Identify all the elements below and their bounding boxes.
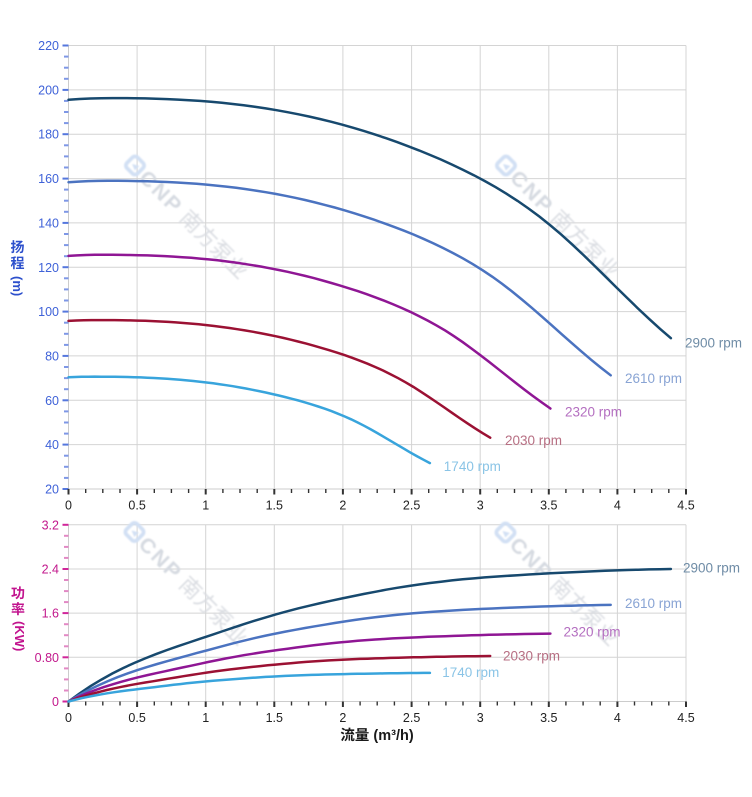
svg-text:2900 rpm: 2900 rpm — [685, 335, 742, 350]
svg-text:1740 rpm: 1740 rpm — [444, 459, 501, 474]
svg-text:0: 0 — [65, 499, 72, 513]
svg-text:2.5: 2.5 — [403, 499, 420, 513]
svg-text:2320 rpm: 2320 rpm — [565, 404, 622, 419]
svg-text:1.6: 1.6 — [42, 607, 59, 621]
svg-text:3.5: 3.5 — [540, 499, 557, 513]
svg-text:CNP: CNP — [134, 532, 187, 585]
svg-text:CNP: CNP — [505, 533, 558, 586]
svg-text:0: 0 — [52, 695, 59, 709]
svg-text:0: 0 — [65, 711, 72, 725]
svg-text:0.5: 0.5 — [128, 499, 145, 513]
svg-text:160: 160 — [38, 172, 59, 186]
svg-text:2320 rpm: 2320 rpm — [564, 624, 621, 639]
svg-text:1.5: 1.5 — [266, 711, 283, 725]
svg-text:2030 rpm: 2030 rpm — [503, 648, 560, 663]
svg-text:2.4: 2.4 — [42, 563, 59, 577]
svg-text:(m): (m) — [10, 276, 25, 296]
svg-text:2610 rpm: 2610 rpm — [625, 596, 682, 611]
svg-text:2: 2 — [339, 711, 346, 725]
svg-text:2610 rpm: 2610 rpm — [625, 371, 682, 386]
svg-text:2: 2 — [339, 499, 346, 513]
svg-text:220: 220 — [38, 39, 59, 53]
svg-text:140: 140 — [38, 216, 59, 230]
svg-text:4.5: 4.5 — [677, 499, 694, 513]
svg-text:2.5: 2.5 — [403, 711, 420, 725]
svg-text:180: 180 — [38, 128, 59, 142]
svg-text:3: 3 — [477, 711, 484, 725]
svg-text:2030 rpm: 2030 rpm — [505, 433, 562, 448]
svg-text:(KW): (KW) — [12, 621, 27, 651]
svg-text:4: 4 — [614, 499, 621, 513]
svg-text:200: 200 — [38, 83, 59, 97]
svg-text:100: 100 — [38, 305, 59, 319]
svg-text:20: 20 — [45, 483, 59, 497]
svg-text:3.5: 3.5 — [540, 711, 557, 725]
svg-text:120: 120 — [38, 261, 59, 275]
svg-text:4.5: 4.5 — [677, 711, 694, 725]
svg-text:40: 40 — [45, 438, 59, 452]
svg-text:0.5: 0.5 — [128, 711, 145, 725]
svg-text:1: 1 — [202, 711, 209, 725]
svg-text:(m³/h): (m³/h) — [373, 728, 413, 744]
svg-text:CNP: CNP — [134, 166, 187, 219]
svg-text:1.5: 1.5 — [266, 499, 283, 513]
svg-text:2900 rpm: 2900 rpm — [683, 561, 740, 576]
svg-text:1: 1 — [202, 499, 209, 513]
svg-text:80: 80 — [45, 349, 59, 363]
svg-text:4: 4 — [614, 711, 621, 725]
svg-text:3: 3 — [477, 499, 484, 513]
svg-text:3.2: 3.2 — [42, 518, 59, 532]
svg-text:1740 rpm: 1740 rpm — [442, 665, 499, 680]
svg-text:0.80: 0.80 — [35, 651, 59, 665]
svg-text:60: 60 — [45, 394, 59, 408]
